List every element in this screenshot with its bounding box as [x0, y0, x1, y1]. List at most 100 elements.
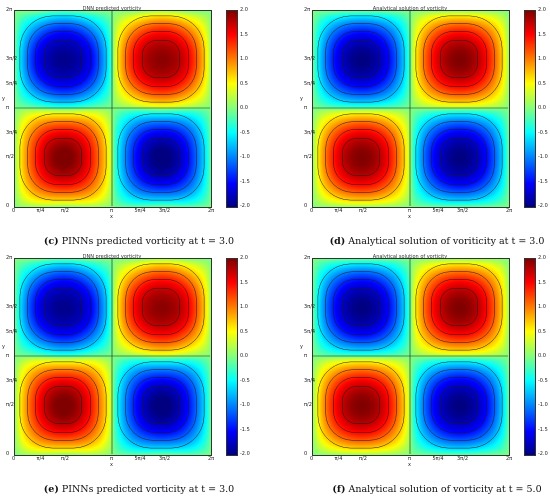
colorbar-tick-label: 2.0: [538, 255, 546, 261]
colorbar-tick-label: 2.0: [240, 255, 248, 261]
colorbar-tick-label: -0.5: [240, 377, 250, 384]
x-tick-label: 0: [310, 208, 314, 214]
x-axis-label: x: [110, 214, 113, 220]
y-tick-label: 2π: [304, 7, 311, 13]
contour-line: [317, 15, 405, 103]
x-tick-label: 3π/2: [159, 456, 171, 462]
contour-line: [117, 361, 205, 449]
contour-line: [117, 113, 205, 201]
contour-line: [415, 15, 503, 103]
y-tick-label: 0: [304, 203, 308, 209]
figure-panel-c: DNN predicted vorticity 2π 3π/2 5π/4 π 3π/4 π/…: [2, 6, 284, 250]
x-tick-label: π/4: [36, 456, 45, 462]
y-axis-label: y: [2, 344, 5, 350]
contour-line: [142, 40, 180, 78]
figure-caption: (d) Analytical solution of voriticity at…: [312, 236, 550, 247]
y-tick-label: 3π/4: [304, 377, 316, 384]
colorbar-tick-label: 0.5: [240, 80, 248, 87]
y-tick-label: 2π: [304, 255, 311, 261]
colorbar-tick-label: 1.0: [538, 304, 546, 310]
colorbar-tick-label: -2.0: [538, 203, 548, 209]
x-tick-label: π/4: [334, 456, 343, 462]
contour-line: [333, 279, 389, 335]
colorbar-tick-label: -1.0: [240, 402, 250, 408]
contour-line: [333, 31, 389, 87]
colorbar-tick-label: -1.0: [538, 154, 548, 160]
contour-line: [27, 23, 99, 95]
contour-line: [35, 129, 91, 185]
y-tick-label: 3π/2: [304, 304, 316, 310]
colorbar-tick-label: 1.0: [538, 56, 546, 62]
contour-line: [19, 263, 107, 351]
y-tick-label: 0: [304, 451, 308, 457]
x-axis-label: x: [110, 462, 113, 468]
colorbar-tick-label: -2.0: [240, 203, 250, 209]
colorbar-tick-label: 0.0: [240, 105, 248, 111]
caption-letter: (c): [43, 236, 59, 247]
contour-overlay: [14, 10, 210, 206]
y-tick-label: 3π/2: [6, 304, 18, 310]
contour-line: [125, 271, 197, 343]
contour-line: [423, 271, 495, 343]
contour-line: [325, 369, 397, 441]
colorbar-tick-label: -0.5: [240, 129, 250, 136]
figure-caption: (e) PINNs predicted vorticity at t = 3.0: [14, 484, 264, 495]
caption-letter: (f): [332, 484, 346, 495]
contour-line: [44, 288, 82, 326]
y-tick-label: π/2: [6, 154, 14, 160]
x-tick-label: 5π/4: [432, 208, 444, 214]
colorbar-tick-label: 1.5: [240, 31, 248, 38]
contour-line: [117, 15, 205, 103]
contour-line: [325, 271, 397, 343]
contour-overlay: [312, 10, 508, 206]
contour-line: [142, 138, 180, 176]
contour-line: [423, 121, 495, 193]
contour-line: [44, 40, 82, 78]
x-tick-label: π/2: [61, 208, 69, 214]
contour-line: [133, 129, 189, 185]
contour-line: [27, 271, 99, 343]
y-tick-label: 5π/4: [6, 80, 18, 87]
contour-line: [125, 23, 197, 95]
figure-panel-f: Analytical solution of vorticity 2π 3π/2 5π…: [300, 254, 550, 498]
contour-line: [342, 138, 380, 176]
contour-line: [44, 138, 82, 176]
contour-line: [423, 23, 495, 95]
y-tick-label: 5π/4: [6, 328, 18, 335]
contour-line: [415, 263, 503, 351]
y-tick-label: π: [304, 105, 308, 111]
contour-line: [125, 121, 197, 193]
contour-line: [440, 138, 478, 176]
colorbar: [226, 258, 238, 456]
contour-line: [35, 31, 91, 87]
contour-line: [142, 288, 180, 326]
y-tick-label: π/2: [304, 154, 312, 160]
contour-line: [325, 23, 397, 95]
contour-line: [440, 386, 478, 424]
x-tick-label: π: [110, 456, 114, 462]
contour-line: [423, 369, 495, 441]
contour-line: [19, 113, 107, 201]
colorbar-tick-label: 2.0: [538, 7, 546, 13]
contour-line: [431, 377, 487, 433]
y-axis-label: y: [300, 96, 303, 102]
figure-panel-e: DNN predicted vorticity 2π 3π/2 5π/4 π 3π/4 π/…: [2, 254, 284, 498]
contour-line: [27, 121, 99, 193]
x-tick-label: π: [408, 208, 412, 214]
colorbar-tick-label: 1.0: [240, 56, 248, 62]
vorticity-heatmap: [312, 258, 510, 456]
contour-overlay: [14, 258, 210, 454]
y-tick-label: π: [6, 105, 10, 111]
contour-line: [431, 279, 487, 335]
y-tick-label: 3π/4: [6, 377, 18, 384]
contour-line: [342, 288, 380, 326]
figure-caption: (f) Analytical solution of vorticity at …: [312, 484, 550, 495]
x-tick-label: 3π/2: [159, 208, 171, 214]
x-tick-label: π/2: [61, 456, 69, 462]
x-tick-label: 3π/2: [457, 456, 469, 462]
colorbar-tick-label: -0.5: [538, 129, 548, 136]
contour-line: [440, 40, 478, 78]
colorbar-tick-label: 2.0: [240, 7, 248, 13]
plot-title: DNN predicted vorticity: [82, 254, 142, 260]
contour-line: [19, 15, 107, 103]
